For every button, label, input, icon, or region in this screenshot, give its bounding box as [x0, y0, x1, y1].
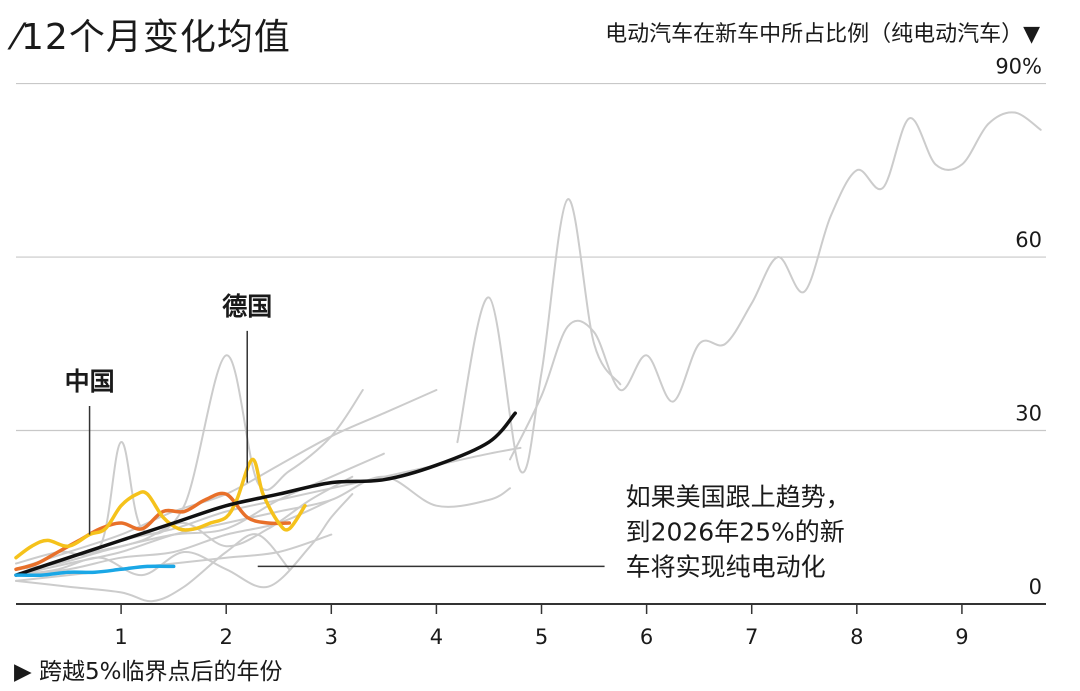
annotation-note: 车将实现纯电动化 [626, 553, 826, 582]
x-tick-label: 6 [640, 625, 653, 649]
x-tick-label: 5 [535, 625, 548, 649]
series-line-highlight [14, 411, 517, 577]
y-tick-labels: 0 30 60 90% [995, 55, 1042, 599]
y-tick-label: 60 [1015, 228, 1042, 252]
y-tick-label: 30 [1015, 402, 1042, 426]
annotation-label: 德国 [222, 292, 272, 321]
annotation-note: 到2026年25%的新 [626, 518, 845, 547]
series-line-context [15, 475, 354, 571]
series-line-context [15, 533, 291, 603]
series-line-highlight [14, 564, 176, 578]
x-tick-label: 4 [430, 625, 443, 649]
x-tick-label: 8 [850, 625, 863, 649]
x-tick-label: 2 [220, 625, 233, 649]
y-tick-label: 90% [995, 55, 1042, 79]
x-tick-label: 9 [955, 625, 968, 649]
series-lines [14, 111, 1042, 603]
chart-subtitle: 电动汽车在新车中所占比例（纯电动汽车）▼ [605, 22, 1040, 47]
series-line-context [15, 475, 511, 577]
x-tick-label: 1 [114, 625, 127, 649]
series-line-highlight [14, 491, 292, 572]
series-line-context [15, 446, 522, 577]
y-tick-label: 0 [1029, 575, 1042, 599]
chart-title: ⁄12个月变化均值 [14, 17, 291, 58]
x-axis-caption: ▶ 跨越5%临界点后的年份 [14, 659, 283, 685]
annotation-label: 中国 [65, 367, 115, 396]
series-line-context [456, 198, 622, 474]
series-line-context [509, 111, 1042, 461]
series-line-context [15, 493, 354, 589]
x-tick-label: 7 [745, 625, 758, 649]
x-tick-label: 3 [325, 625, 338, 649]
x-axis: 1 2 3 4 5 6 7 8 9 [16, 603, 1046, 649]
series-line-context [15, 533, 333, 582]
gridlines [16, 82, 1046, 432]
annotation-note: 如果美国跟上趋势， [626, 483, 851, 512]
